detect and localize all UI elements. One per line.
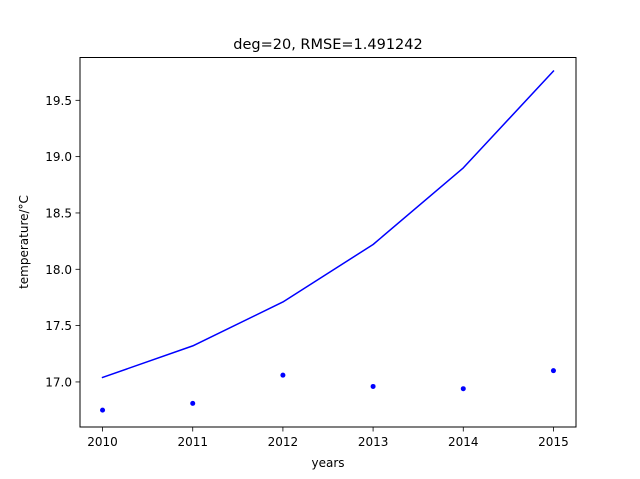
y-tick-label: 19.0 [45,150,72,164]
y-axis-label: temperature/°C [17,195,31,289]
data-point [550,368,556,374]
x-axis: 2010 2011 2012 2013 2014 2015 [87,427,569,449]
x-axis-label: years [311,456,344,470]
data-point [280,372,286,378]
x-tick-label: 2012 [268,435,299,449]
y-tick-label: 18.0 [45,263,72,277]
x-tick-label: 2011 [177,435,208,449]
y-tick-label: 18.5 [45,206,72,220]
y-tick-label: 17.0 [45,375,72,389]
series-line-0 [101,69,555,379]
plot-frame [79,57,577,428]
data-point [100,407,106,413]
chart-title: deg=20, RMSE=1.491242 [233,37,422,53]
y-axis: 17.0 17.5 18.0 18.5 19.0 19.5 [45,94,80,389]
x-tick-label: 2013 [358,435,389,449]
x-tick-label: 2010 [87,435,118,449]
plot-area [100,69,556,413]
y-tick-label: 19.5 [45,94,72,108]
x-tick-label: 2014 [448,435,479,449]
data-point [370,383,376,389]
y-tick-label: 17.5 [45,319,72,333]
data-point [460,386,466,392]
data-point [190,400,196,406]
x-tick-label: 2015 [538,435,569,449]
